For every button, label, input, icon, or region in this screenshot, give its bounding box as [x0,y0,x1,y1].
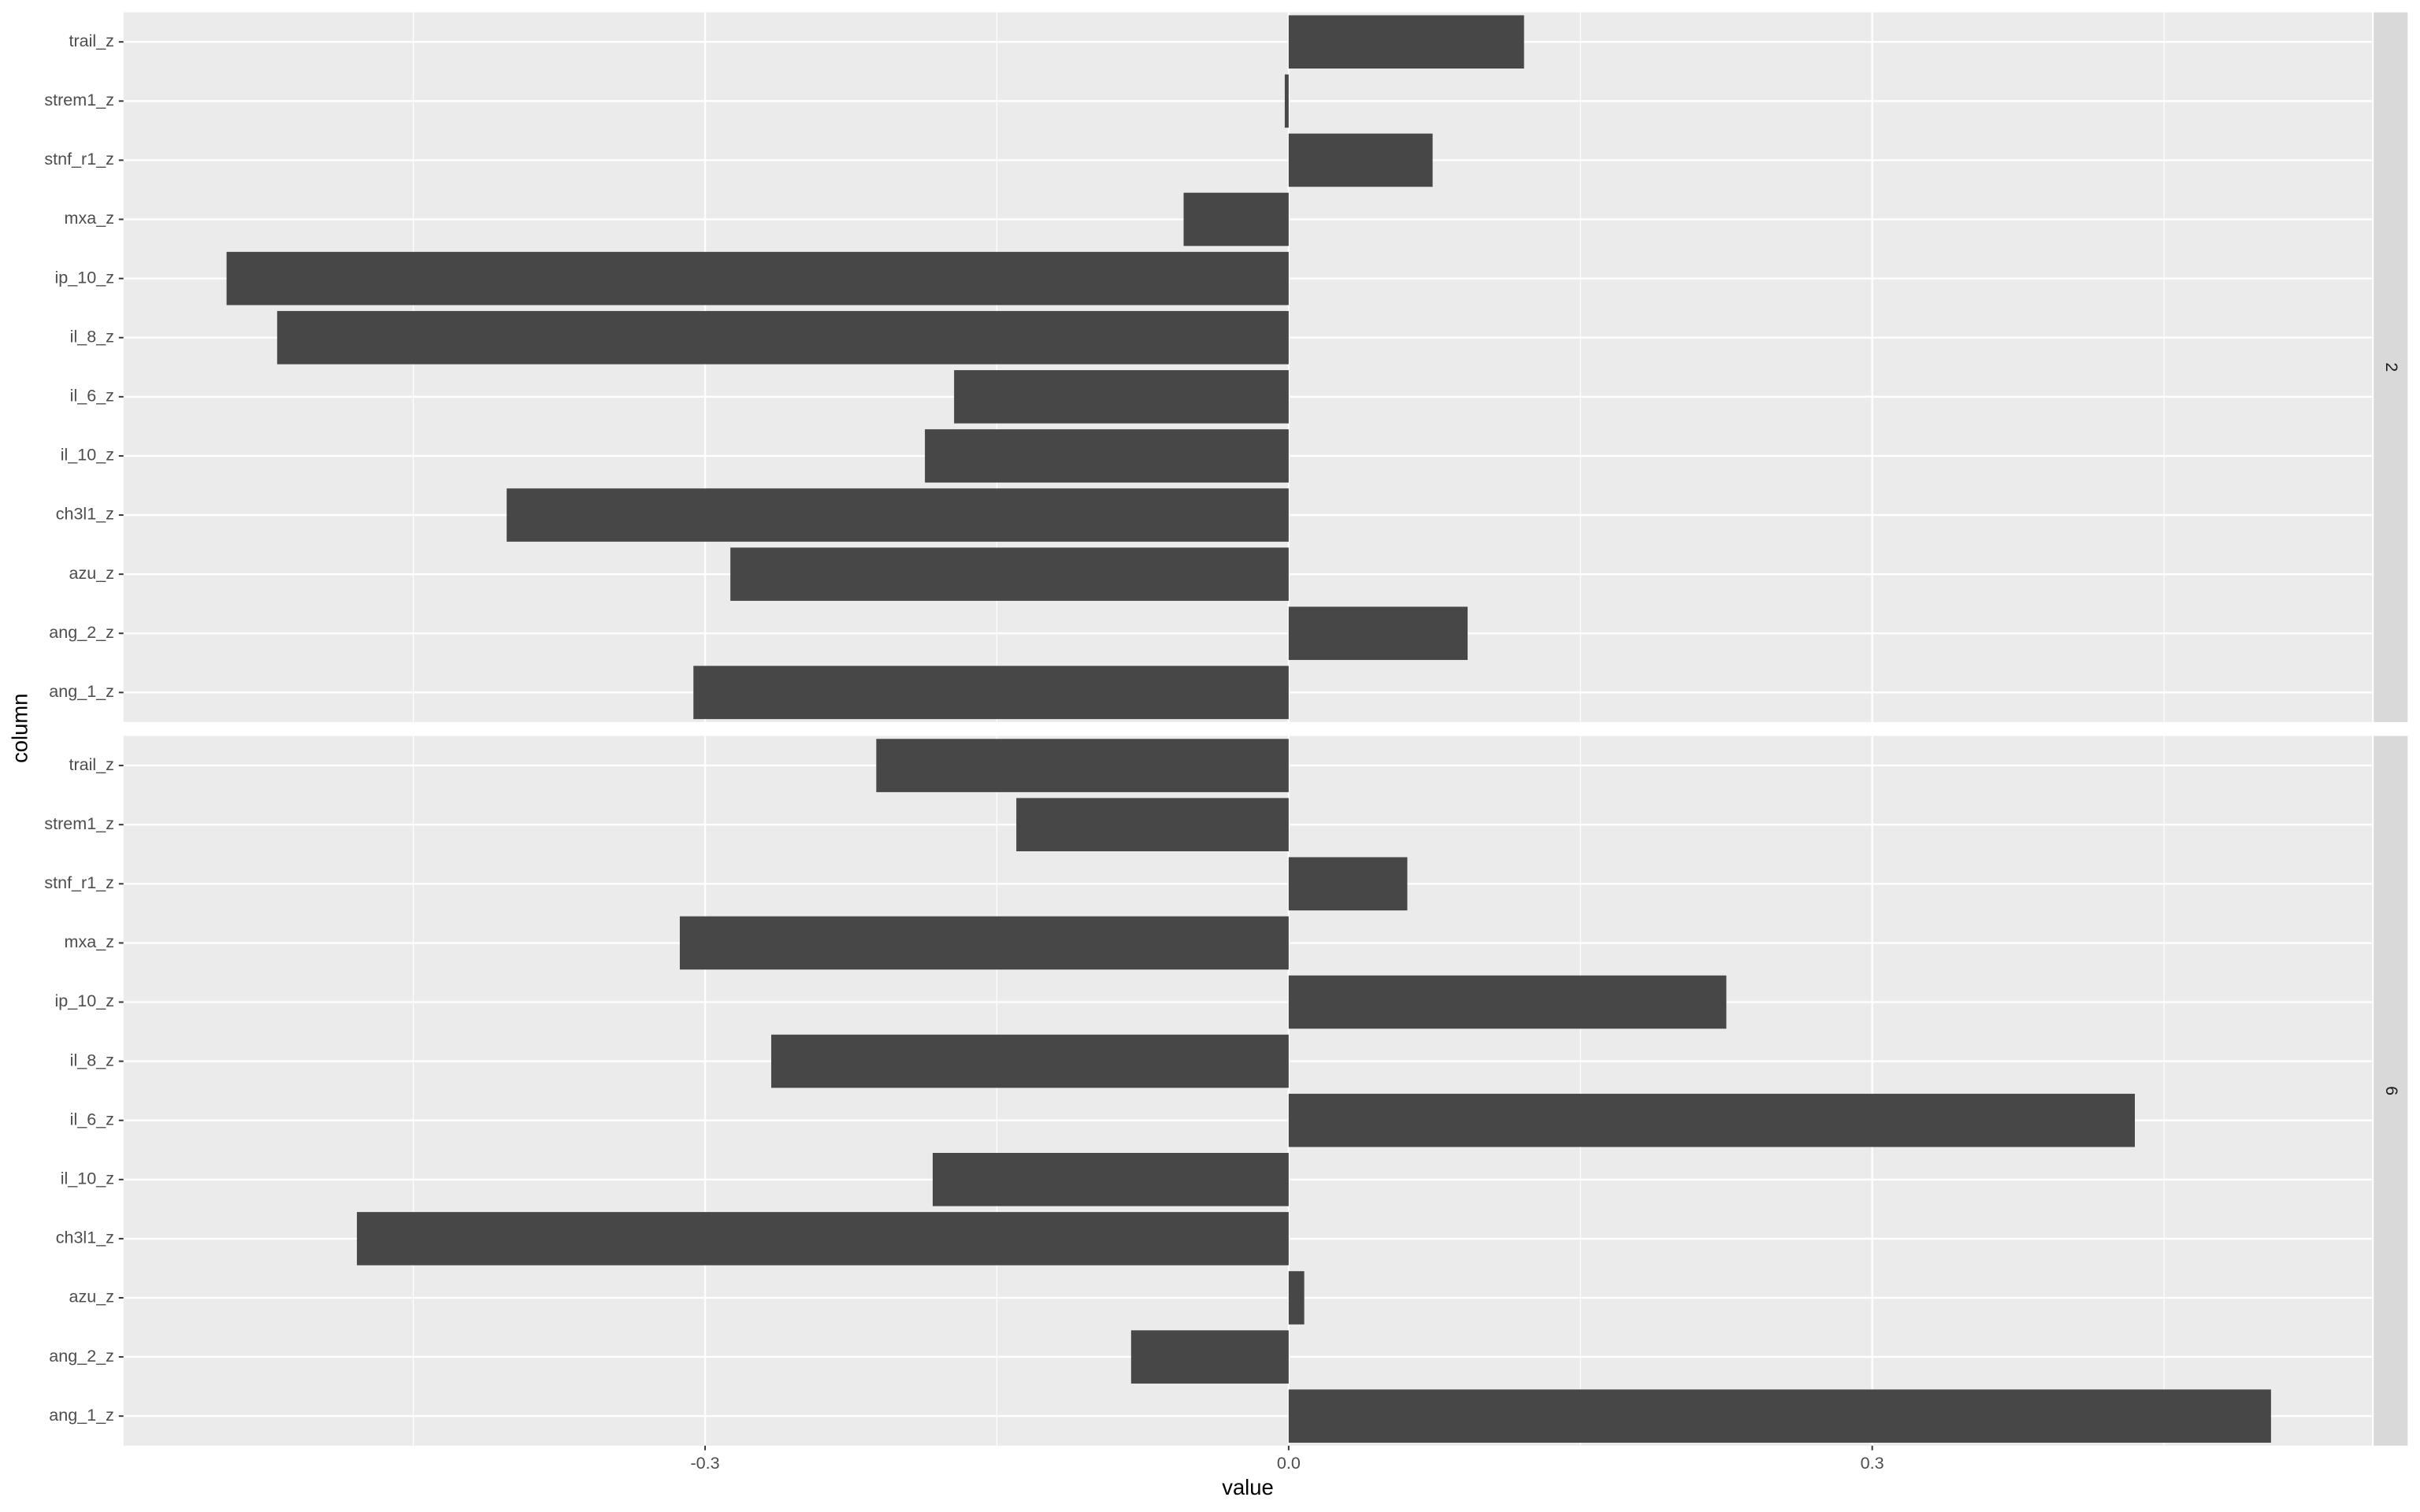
y-tick-label: stnf_r1_z [44,873,114,892]
panel-background [123,12,2373,722]
bar [1183,192,1289,246]
panel-background [123,736,2373,1446]
y-tick-label: strem1_z [44,90,114,109]
y-tick-label: mxa_z [65,932,114,951]
y-axis-title: column [8,694,32,763]
y-tick-label: il_10_z [61,445,114,465]
facet-strip [2374,12,2408,722]
x-tick-label: -0.3 [690,1453,719,1473]
bar [1288,15,1524,69]
bar [226,251,1289,306]
y-tick-label: ip_10_z [54,267,113,287]
y-tick-label: ang_2_z [49,1346,114,1366]
y-tick-label: trail_z [69,31,113,50]
bar [507,488,1289,542]
y-tick-label: mxa_z [65,208,114,228]
bar [277,310,1289,365]
y-tick-label: il_6_z [70,1109,114,1128]
y-tick-label: il_6_z [70,386,114,406]
x-tick-label: 0.0 [1277,1453,1301,1473]
bar [1288,133,1433,187]
bar [1016,798,1289,851]
bar [876,739,1289,792]
bar [693,665,1289,720]
bar [730,547,1289,601]
y-tick-label: il_8_z [70,326,114,346]
bar [1288,606,1468,661]
y-tick-label: ch3l1_z [56,504,114,524]
bar [1288,857,1408,911]
y-tick-label: strem1_z [44,813,114,833]
y-tick-label: ang_1_z [49,1405,114,1425]
bar [1284,74,1289,128]
y-tick-label: ang_2_z [49,622,114,642]
y-tick-label: ip_10_z [54,991,113,1010]
y-tick-label: azu_z [69,563,114,583]
bar [925,429,1289,483]
facet-label: 6 [2382,1086,2402,1095]
y-tick-label: stnf_r1_z [44,149,114,169]
bar [1288,975,1727,1029]
bar [932,1153,1289,1206]
y-tick-label: azu_z [69,1287,114,1306]
bar [357,1212,1289,1266]
bar [1288,1093,2136,1147]
bar [771,1034,1289,1088]
y-tick-label: trail_z [69,754,113,774]
bar [954,370,1289,424]
bar [679,916,1289,970]
y-tick-label: ang_1_z [49,681,114,701]
x-tick-label: 0.3 [1861,1453,1884,1473]
bar [1130,1330,1289,1384]
bar [1288,1271,1305,1325]
facet-strip [2374,736,2408,1446]
y-tick-label: il_10_z [61,1168,114,1188]
y-tick-label: ch3l1_z [56,1228,114,1247]
x-axis-title: value [1222,1475,1274,1499]
facet-label: 2 [2382,362,2402,372]
bar [1288,1389,2271,1443]
y-tick-label: il_8_z [70,1050,114,1069]
